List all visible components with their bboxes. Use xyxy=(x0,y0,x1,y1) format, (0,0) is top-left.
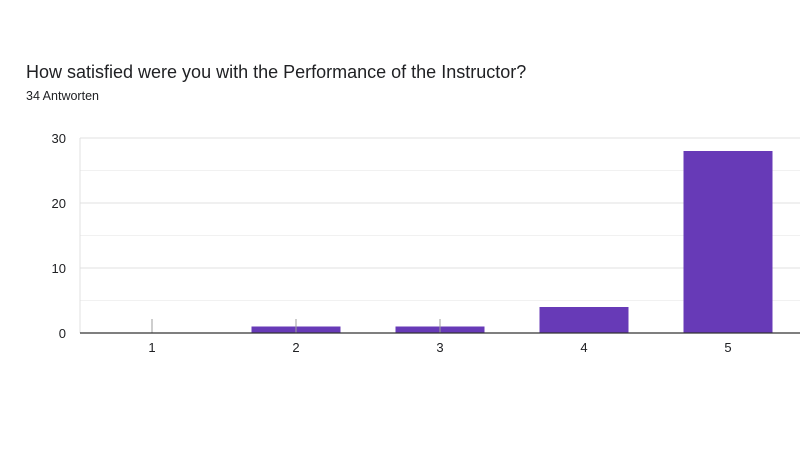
grid-lines xyxy=(80,137,800,301)
y-tick-label: 30 xyxy=(52,131,66,146)
x-tick-label: 1 xyxy=(148,340,155,355)
y-tick-label: 20 xyxy=(52,196,66,211)
response-count: 34 Antworten xyxy=(26,89,99,103)
y-tick-label: 10 xyxy=(52,261,66,276)
x-tick-label: 2 xyxy=(292,340,299,355)
y-tick-label: 0 xyxy=(59,326,66,341)
axes xyxy=(79,138,800,334)
x-tick-label: 5 xyxy=(724,340,731,355)
bar-4[interactable] xyxy=(539,307,629,333)
tick-labels: 0 10 20 30 1 2 3 4 5 xyxy=(52,131,732,355)
x-tick-label: 3 xyxy=(436,340,443,355)
bar-5[interactable] xyxy=(683,151,773,333)
question-title: How satisfied were you with the Performa… xyxy=(26,62,527,82)
x-tick-label: 4 xyxy=(580,340,587,355)
bars xyxy=(151,151,773,333)
